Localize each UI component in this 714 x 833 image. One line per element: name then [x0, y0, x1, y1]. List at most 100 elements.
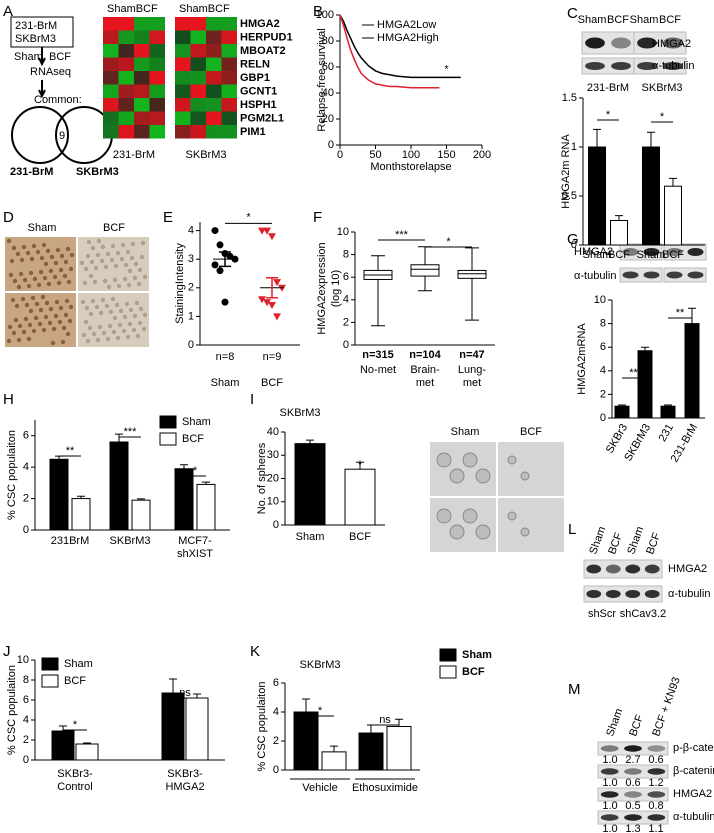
x-tick-label: BCF	[349, 531, 371, 543]
nucleus	[115, 335, 121, 341]
nucleus	[98, 310, 104, 316]
blot-band	[624, 745, 642, 752]
heatmap-cell	[206, 57, 222, 71]
nucleus	[137, 320, 143, 326]
nucleus	[83, 319, 89, 325]
significance-label: *	[246, 211, 251, 223]
nucleus	[27, 322, 33, 328]
nucleus	[91, 331, 97, 337]
nucleus	[43, 261, 49, 267]
nucleus	[6, 338, 12, 344]
bar	[109, 441, 129, 531]
nucleus	[58, 305, 64, 311]
quant-label: 0.8	[648, 800, 663, 812]
nucleus	[117, 322, 123, 328]
panel-label: B	[313, 3, 323, 20]
nucleus	[55, 247, 61, 253]
significance-label: **	[676, 307, 685, 319]
quant-label: 1.0	[602, 800, 617, 812]
heatmap-cell	[149, 17, 165, 31]
error-bar	[615, 215, 623, 221]
legend-swatch	[41, 657, 59, 671]
nucleus	[19, 257, 25, 263]
blot-band	[687, 248, 704, 256]
nucleus	[26, 283, 32, 289]
heatmap-cell	[118, 84, 134, 98]
nucleus	[42, 275, 48, 281]
blot-band	[624, 791, 642, 798]
heatmap-cell	[134, 71, 150, 85]
nucleus	[95, 337, 101, 343]
heatmap-cell	[103, 84, 119, 98]
nucleus	[108, 309, 114, 315]
point	[268, 233, 276, 241]
blot-band	[605, 564, 621, 574]
heatmap-cell	[103, 57, 119, 71]
nucleus	[116, 283, 122, 289]
sphere	[520, 527, 530, 537]
nucleus	[26, 336, 32, 342]
nucleus	[85, 253, 91, 259]
x-tick-label: 150	[437, 149, 455, 161]
sphere	[475, 524, 491, 540]
y-tick-label: 4	[188, 224, 194, 236]
significance-label: *	[318, 705, 323, 717]
y-tick-label: 1	[571, 141, 577, 153]
nucleus	[96, 238, 102, 244]
nucleus	[127, 268, 133, 274]
nucleus	[100, 244, 106, 250]
nucleus	[102, 278, 108, 284]
nucleus	[50, 340, 56, 346]
significance-label: *	[193, 465, 198, 477]
error-bar	[688, 307, 696, 324]
nucleus	[40, 294, 46, 300]
nucleus	[58, 267, 64, 273]
heatmap-cell	[134, 125, 150, 139]
heatmap-cell	[134, 30, 150, 44]
nucleus	[80, 299, 86, 305]
bar	[71, 498, 91, 531]
legend-label: Sham	[182, 416, 211, 428]
quant-label: 1.1	[648, 823, 663, 833]
bar	[294, 443, 326, 526]
heatmap-cell	[103, 71, 119, 85]
nucleus	[69, 252, 75, 258]
nucleus	[11, 245, 17, 251]
nucleus	[100, 297, 106, 303]
heatmap-cell	[175, 111, 191, 125]
point	[273, 313, 281, 321]
protein-label: α-tubulin	[668, 588, 710, 600]
nucleus	[120, 242, 126, 248]
nucleus	[57, 319, 63, 325]
blot-band	[663, 37, 683, 49]
error-bar	[356, 461, 364, 470]
heatmap-cell	[190, 98, 206, 112]
blot-band	[622, 248, 639, 256]
heatmap-cell	[118, 57, 134, 71]
nucleus	[137, 267, 143, 273]
x-tick-label: 100	[402, 149, 420, 161]
gene-label: HERPUD1	[240, 31, 293, 43]
error-bar	[266, 277, 278, 299]
y-tick-label: 20	[322, 113, 334, 125]
blot-band	[647, 791, 666, 798]
n-label: n=315	[362, 349, 394, 361]
quant-label: 1.2	[648, 777, 663, 789]
gene-label: HSPH1	[240, 99, 277, 111]
box-text: SKBrM3	[15, 33, 56, 45]
group-label: shScr	[588, 608, 616, 620]
legend-swatch	[439, 665, 457, 679]
nucleus	[90, 245, 96, 251]
nucleus	[134, 300, 140, 306]
n-label: n=47	[459, 349, 484, 361]
x-tick-label: Sham	[583, 249, 612, 261]
sphere	[436, 508, 452, 524]
nucleus	[24, 302, 30, 308]
n-label: n=104	[409, 349, 441, 361]
legend-label: BCF	[182, 433, 204, 445]
heatmap-cell	[134, 84, 150, 98]
nucleus	[125, 334, 131, 340]
nucleus	[41, 242, 47, 248]
bar	[684, 323, 700, 419]
